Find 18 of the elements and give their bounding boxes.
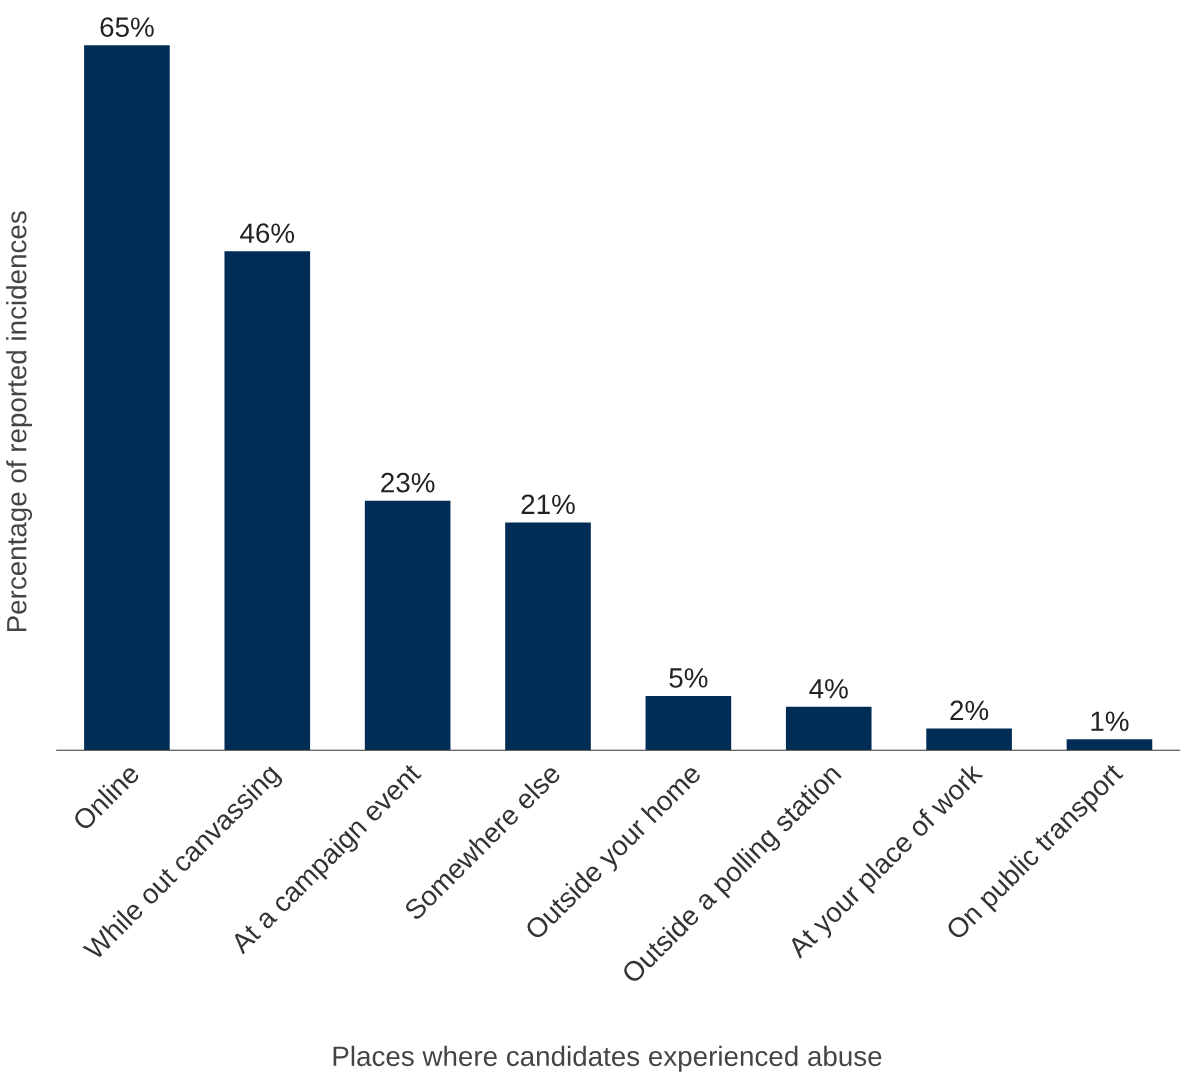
data-label: 5% — [669, 668, 708, 688]
x-axis-title: Places where candidates experienced abuse — [333, 1045, 882, 1072]
bar — [505, 522, 591, 751]
data-label: 46% — [240, 223, 295, 244]
bar — [785, 706, 872, 751]
data-label: 65% — [100, 17, 154, 37]
y-axis-title: Percentage of reported incidences — [6, 211, 33, 632]
data-label: 21% — [521, 494, 575, 515]
bar — [84, 45, 170, 751]
bar — [926, 728, 1012, 751]
bar — [364, 500, 451, 751]
data-label: 4% — [809, 679, 848, 699]
bar — [1066, 739, 1153, 751]
data-label: 23% — [381, 472, 435, 493]
bar — [224, 251, 311, 751]
data-label: 2% — [950, 700, 989, 721]
bar — [645, 695, 732, 751]
data-label: 1% — [1091, 711, 1129, 731]
